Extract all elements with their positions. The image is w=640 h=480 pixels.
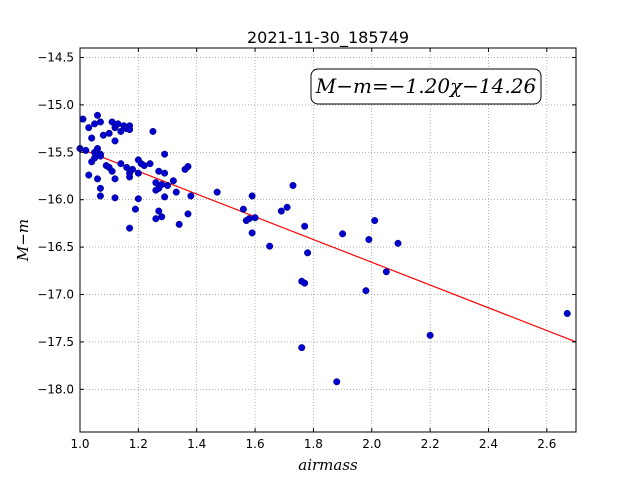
data-point — [213, 188, 221, 196]
data-point — [164, 181, 172, 189]
data-point — [283, 203, 291, 211]
data-point — [94, 175, 102, 183]
data-point — [161, 193, 169, 201]
data-point — [289, 181, 297, 189]
data-point — [94, 111, 102, 119]
plot-frame — [79, 47, 577, 433]
data-point — [248, 192, 256, 200]
data-point — [117, 127, 125, 135]
y-tick-label: −16.5 — [37, 240, 74, 254]
data-point — [298, 344, 306, 352]
data-point — [155, 167, 163, 175]
data-point — [91, 120, 99, 128]
data-point — [365, 236, 373, 244]
data-point — [382, 268, 390, 276]
data-point — [140, 162, 148, 170]
x-tick-label: 1.4 — [187, 437, 206, 451]
data-point — [169, 177, 177, 185]
data-point — [88, 134, 96, 142]
data-point — [184, 163, 192, 171]
data-point — [111, 175, 119, 183]
data-point — [175, 220, 183, 228]
data-point — [158, 213, 166, 221]
data-point — [161, 150, 169, 158]
data-point — [149, 127, 157, 135]
x-tick-label: 2.4 — [479, 437, 498, 451]
data-point — [304, 249, 312, 257]
data-points — [76, 111, 571, 386]
fit-line — [79, 147, 577, 343]
data-point — [126, 173, 134, 181]
data-point — [129, 165, 137, 173]
x-tick-label: 1.2 — [129, 437, 148, 451]
y-tick-label: −17.5 — [37, 335, 74, 349]
data-point — [251, 214, 259, 222]
x-tick-label: 2.6 — [537, 437, 556, 451]
data-point — [152, 215, 160, 223]
data-point — [362, 287, 370, 295]
data-point — [111, 137, 119, 145]
chart-title: 2021-11-30_185749 — [247, 28, 409, 48]
data-point — [96, 152, 104, 160]
data-point — [99, 131, 107, 139]
data-point — [172, 188, 180, 196]
x-tick-label: 1.6 — [246, 437, 265, 451]
data-point — [158, 181, 166, 189]
y-tick-label: −14.5 — [37, 50, 74, 64]
y-tick-label: −15.5 — [37, 145, 74, 159]
data-point — [371, 217, 379, 225]
data-point — [301, 279, 309, 287]
fit-line-layer — [79, 147, 577, 343]
data-point — [146, 160, 154, 168]
data-point — [85, 124, 93, 132]
data-point — [239, 205, 247, 213]
x-tick-label: 2.0 — [362, 437, 381, 451]
x-tick-label: 1.8 — [304, 437, 323, 451]
data-point — [114, 120, 122, 128]
x-axis-ticks: 1.0 1.2 1.4 1.6 1.8 2.0 2.2 2.4 2.6 — [70, 48, 556, 451]
y-tick-label: −16.0 — [37, 193, 74, 207]
data-point — [134, 195, 142, 203]
data-point — [426, 331, 434, 339]
data-point — [111, 194, 119, 202]
annotation-box — [310, 68, 542, 105]
data-point — [248, 229, 256, 237]
data-point — [301, 222, 309, 230]
data-point — [245, 215, 253, 223]
data-point — [161, 169, 169, 177]
fit-equation-annotation: M−m=−1.20χ−14.26 — [315, 74, 537, 98]
data-point — [82, 146, 90, 154]
data-point — [184, 210, 192, 218]
data-point — [131, 205, 139, 213]
data-point — [333, 378, 341, 386]
x-axis-label: airmass — [298, 456, 358, 474]
data-point — [105, 129, 113, 137]
data-point — [155, 207, 163, 215]
data-point — [187, 192, 195, 200]
data-point — [339, 230, 347, 238]
data-point — [126, 224, 134, 232]
data-point — [96, 118, 104, 126]
data-point — [277, 207, 285, 215]
data-point — [79, 115, 87, 123]
y-axis-label: M−m — [14, 219, 32, 262]
data-point — [394, 239, 402, 247]
y-tick-label: −15.0 — [37, 98, 74, 112]
data-point — [117, 160, 125, 168]
data-point — [266, 242, 274, 250]
y-axis-ticks: −14.5 −15.0 −15.5 −16.0 −16.5 −17.0 −17.5 −18.0 — [37, 50, 576, 396]
data-point — [563, 309, 571, 317]
data-point — [96, 184, 104, 192]
y-tick-label: −18.0 — [37, 382, 74, 396]
y-tick-label: −17.0 — [37, 288, 74, 302]
data-point — [85, 171, 93, 179]
data-point — [134, 169, 142, 177]
data-point — [96, 192, 104, 200]
x-tick-label: 1.0 — [70, 437, 89, 451]
x-tick-label: 2.2 — [421, 437, 440, 451]
data-point — [126, 126, 134, 134]
data-point — [108, 167, 116, 175]
